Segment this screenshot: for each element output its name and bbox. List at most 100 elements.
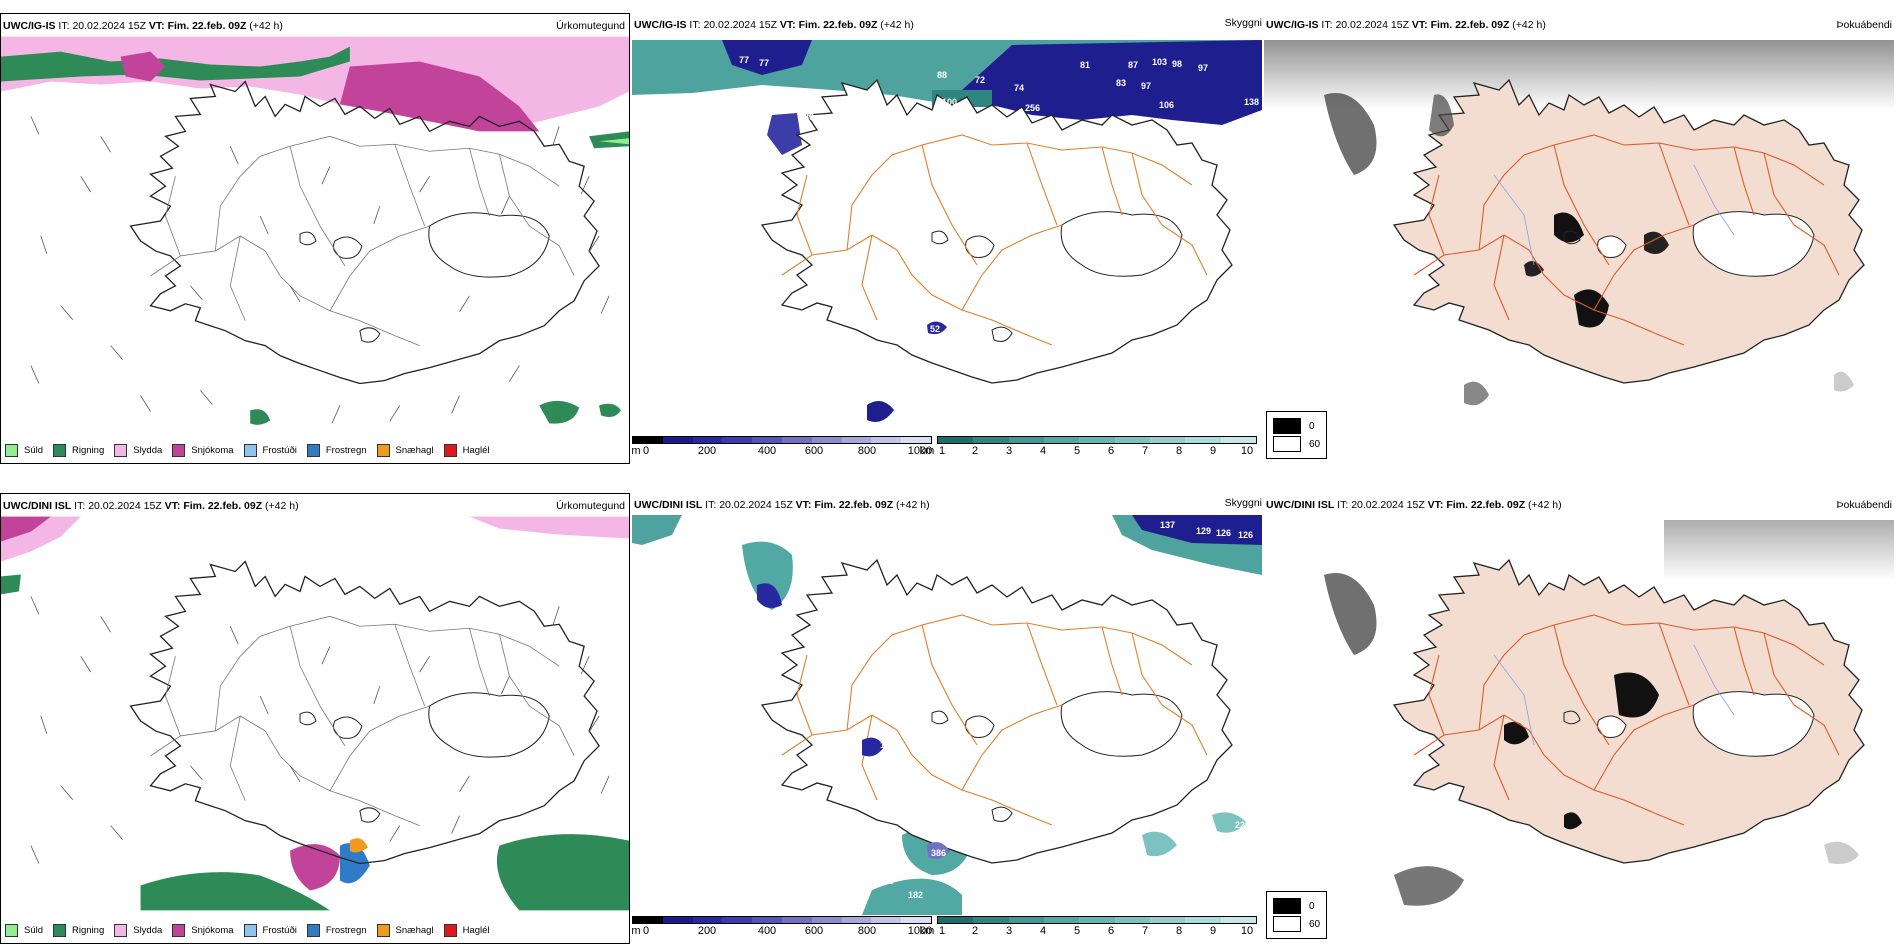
legend-label: Súld <box>24 445 44 456</box>
vis-label: 229 <box>1235 820 1250 830</box>
precip-type-panel-bottom: UWC/DINI ISL IT: 20.02.2024 15Z VT: Fim.… <box>0 493 630 944</box>
cbar-tick: 6 <box>1107 445 1115 457</box>
panel-header: UWC/IG-IS IT: 20.02.2024 15Z VT: Fim. 22… <box>1266 19 1546 31</box>
fog-legend: 0 60 <box>1266 411 1328 459</box>
vt-label: VT: <box>779 19 796 31</box>
legend-swatch <box>172 444 186 457</box>
colorbar-m: m 0 200 400 600 800 1000 <box>632 436 932 458</box>
legend-label: Súld <box>24 925 44 936</box>
legend-swatch <box>443 444 457 457</box>
vis-label: 138 <box>1244 97 1259 107</box>
panel-title: Þokuábendi <box>1836 499 1892 511</box>
cbar-tick: 200 <box>697 925 717 937</box>
panel-header: UWC/DINI ISL IT: 20.02.2024 15Z VT: Fim.… <box>634 499 930 511</box>
fog-legend: 0 60 <box>1266 891 1328 939</box>
wind-barbs <box>30 116 610 424</box>
vis-label: 126 <box>1238 530 1253 540</box>
legend-item: Frostregn <box>306 924 367 937</box>
cbar-tick: 7 <box>1141 925 1149 937</box>
model-name: UWC/DINI ISL <box>634 499 703 511</box>
cbar-tick: 10 <box>1240 445 1254 457</box>
lead-time: (+42 h) <box>880 19 914 31</box>
vis-label: 74 <box>1014 83 1024 93</box>
legend-label: Frostregn <box>325 445 367 456</box>
legend-label: Snjókoma <box>191 445 234 456</box>
visibility-map: 137 129 126 126 103 386 384 229 222 182 <box>632 515 1262 915</box>
vt-label: VT: <box>1427 499 1444 511</box>
colorbar-m-bar <box>632 436 932 444</box>
vt-label: VT: <box>164 500 181 512</box>
cbar-tick: 5 <box>1073 925 1081 937</box>
legend-swatch <box>5 444 18 457</box>
fog-map <box>1324 520 1894 906</box>
fog-legend-label: 0 <box>1309 900 1315 912</box>
colorbar-km-bar <box>937 436 1257 444</box>
fog-legend-item: 0 <box>1273 898 1320 914</box>
cbar-tick: 8 <box>1175 445 1183 457</box>
cbar-tick: 1000 <box>907 925 933 937</box>
fog-legend-label: 60 <box>1309 438 1321 450</box>
colorbar-km: km 1 2 3 4 5 6 7 8 9 10 <box>920 436 1257 458</box>
colorbar-km-ticks: km 1 2 3 4 5 6 7 8 9 10 <box>920 924 1257 938</box>
legend-swatch <box>376 924 390 937</box>
legend-swatch <box>243 444 257 457</box>
cbar-tick: 1 <box>938 925 946 937</box>
colorbar-km: km 1 2 3 4 5 6 7 8 9 10 <box>920 916 1257 938</box>
lead-time: (+42 h) <box>1512 19 1546 31</box>
it-label: IT: <box>58 20 70 32</box>
precip-map <box>1 516 629 911</box>
colorbar-km-ticks: km 1 2 3 4 5 6 7 8 9 10 <box>920 444 1257 458</box>
legend-swatch <box>306 924 320 937</box>
it-value: 20.02.2024 15Z <box>703 19 777 31</box>
cbar-tick: 9 <box>1209 925 1217 937</box>
cbar-tick: 0 <box>642 925 650 937</box>
vis-label: 256 <box>1025 103 1040 113</box>
legend-item: Haglél <box>443 444 490 457</box>
legend-item: Súld <box>5 924 43 937</box>
it-value: 20.02.2024 15Z <box>1351 499 1425 511</box>
lead-time: (+42 h) <box>265 500 299 512</box>
cbar-tick: 4 <box>1039 445 1047 457</box>
cbar-tick: 400 <box>757 925 777 937</box>
vis-label: 98 <box>1172 59 1182 69</box>
vis-label: 182 <box>908 890 923 900</box>
legend-label: Frostúði <box>262 925 297 936</box>
legend-label: Snæhagl <box>395 445 434 456</box>
visibility-labels: 77 77 100 94 89 88 72 74 81 87 103 98 97… <box>739 55 1259 334</box>
precip-legend: Súld Rigning Slydda Snjókoma Frostúði Fr… <box>5 924 500 937</box>
fog-legend-label: 60 <box>1309 918 1321 930</box>
it-label: IT: <box>74 500 86 512</box>
legend-label: Snjókoma <box>191 925 234 936</box>
vis-label: 88 <box>937 70 947 80</box>
cbar-tick: 1000 <box>907 445 933 457</box>
vis-label: 97 <box>1141 81 1151 91</box>
legend-item: Slydda <box>114 444 162 457</box>
cbar-unit: km <box>919 925 935 937</box>
panel-header: UWC/DINI ISL IT: 20.02.2024 15Z VT: Fim.… <box>3 500 299 512</box>
vt-value: Fim. 22.feb. 09Z <box>167 20 247 32</box>
legend-item: Snjókoma <box>172 924 234 937</box>
panel-title: Skyggni <box>1224 17 1262 29</box>
fog-legend-item: 60 <box>1273 916 1320 932</box>
legend-item: Súld <box>5 444 43 457</box>
vis-label: 100 <box>762 92 777 102</box>
vis-label: 83 <box>1116 78 1126 88</box>
panel-title: Úrkomutegund <box>556 20 625 32</box>
it-value: 20.02.2024 15Z <box>1335 19 1409 31</box>
cbar-tick: 200 <box>697 445 717 457</box>
legend-label: Frostúði <box>262 445 297 456</box>
colorbar-m-bar <box>632 916 932 924</box>
legend-swatch <box>306 444 320 457</box>
vt-label: VT: <box>795 499 812 511</box>
model-name: UWC/IG-IS <box>634 19 687 31</box>
legend-item: Frostúði <box>243 444 297 457</box>
cbar-tick: 2 <box>971 445 979 457</box>
vt-label: VT: <box>1411 19 1428 31</box>
cbar-tick: 3 <box>1005 445 1013 457</box>
vt-value: Fim. 22.feb. 09Z <box>183 500 263 512</box>
it-label: IT: <box>689 19 701 31</box>
visibility-panel-bottom: UWC/DINI ISL IT: 20.02.2024 15Z VT: Fim.… <box>632 493 1262 944</box>
vis-label: 384 <box>1180 846 1195 856</box>
cbar-tick: 6 <box>1107 925 1115 937</box>
legend-label: Slydda <box>133 445 163 456</box>
